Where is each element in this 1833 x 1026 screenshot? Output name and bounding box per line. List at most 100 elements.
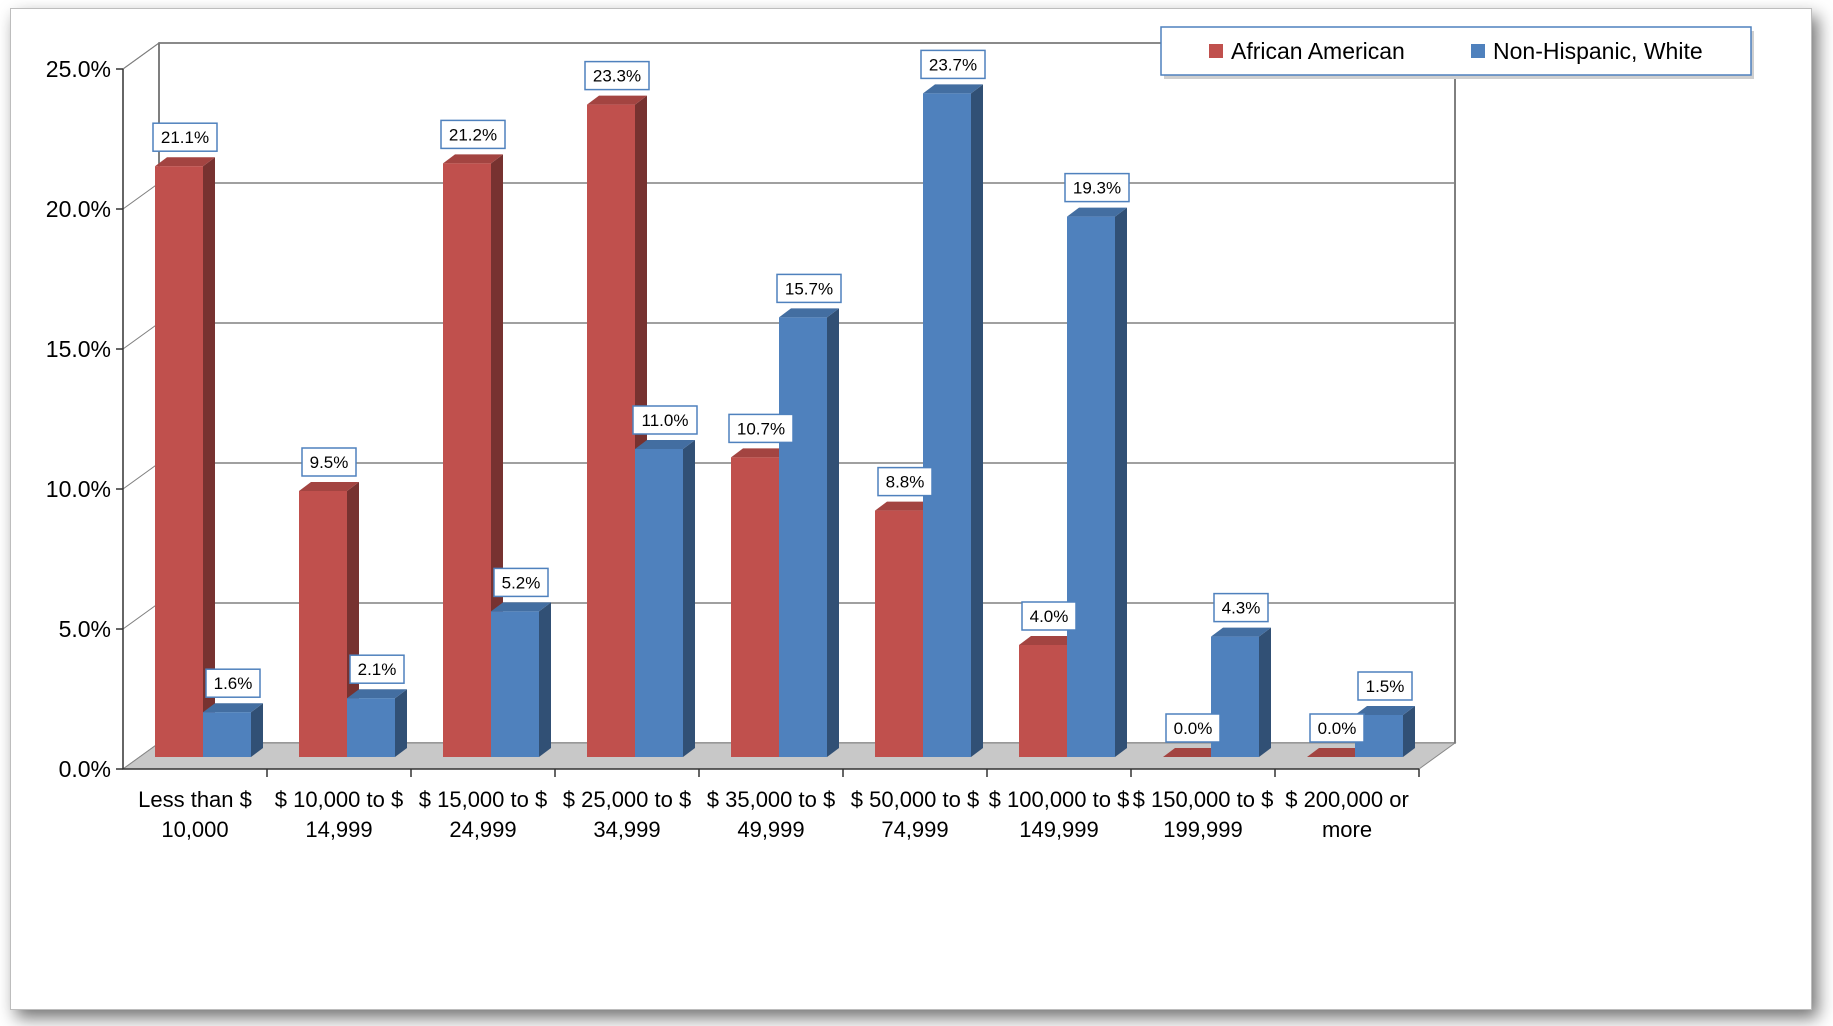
x-tick-label: 49,999: [737, 817, 804, 842]
bar-top: [923, 84, 983, 94]
bar: [347, 689, 407, 757]
legend-box: [1160, 26, 1752, 76]
x-tick-label: $ 150,000 to $: [1133, 787, 1274, 812]
x-tick-label: more: [1322, 817, 1372, 842]
data-label-text: 1.6%: [214, 674, 253, 693]
data-label-text: 23.7%: [929, 55, 977, 74]
data-label: 8.8%: [877, 466, 933, 497]
data-label: 0.0%: [1165, 713, 1221, 743]
data-label: 23.3%: [584, 60, 650, 91]
bar-top: [443, 154, 503, 164]
chart-frame: 21.1% 1.6% 9.5% 2.1% 21.2% 5.2% 23.3% 11.0% 10.7…: [10, 8, 1812, 1010]
y-tick-label: 20.0%: [46, 196, 111, 222]
data-label-box: [1309, 713, 1365, 743]
data-label-text: 0.0%: [1174, 719, 1213, 738]
bar-side: [203, 157, 215, 757]
data-label-text: 8.8%: [886, 473, 925, 492]
x-tick-label: Less than $: [138, 787, 252, 812]
x-tick-label: 199,999: [1163, 817, 1243, 842]
x-tick-label: 14,999: [305, 817, 372, 842]
x-tick-label: $ 100,000 to $: [989, 787, 1130, 812]
x-tick-label: $ 15,000 to $: [419, 787, 547, 812]
x-tick-label: $ 35,000 to $: [707, 787, 835, 812]
x-tick-label: $ 10,000 to $: [275, 787, 403, 812]
bar: [635, 440, 695, 757]
bar-top: [731, 448, 791, 458]
x-tick-label: 34,999: [593, 817, 660, 842]
gridline-side: [122, 602, 160, 630]
data-label-box: [877, 466, 933, 497]
bar-top: [155, 157, 215, 167]
data-label: 10.7%: [728, 413, 794, 444]
bar: [1067, 207, 1127, 758]
x-tick-label: 149,999: [1019, 817, 1099, 842]
data-label-box: [1213, 592, 1269, 623]
y-tick-label: 15.0%: [46, 336, 111, 362]
data-label: 1.5%: [1357, 671, 1413, 701]
data-label-text: 11.0%: [642, 411, 689, 430]
bar-side: [683, 440, 695, 757]
bar-front: [203, 712, 251, 757]
data-label-text: 4.0%: [1030, 607, 1069, 626]
bar-top: [1163, 748, 1223, 757]
bar-front: [299, 491, 347, 757]
data-label-box: [349, 654, 405, 684]
data-labels: 21.1% 1.6% 9.5% 2.1% 21.2% 5.2% 23.3% 11.0% 10.7…: [152, 49, 1413, 743]
data-label-text: 15.7%: [785, 279, 833, 298]
bar: [1163, 748, 1223, 757]
data-label-box: [493, 567, 549, 598]
bar: [1211, 627, 1271, 757]
bar-side: [1259, 627, 1271, 757]
bar-front: [923, 93, 971, 757]
y-tick-label: 0.0%: [59, 756, 111, 782]
data-label: 15.7%: [776, 273, 842, 304]
data-label-box: [584, 60, 650, 91]
data-label-box: [1357, 671, 1413, 701]
data-label: 1.6%: [205, 668, 261, 698]
data-label-box: [440, 119, 506, 150]
bar: [299, 482, 359, 757]
data-label: 21.2%: [440, 119, 506, 150]
x-tick-label: $ 200,000 or: [1285, 787, 1409, 812]
legend: African American Non-Hispanic, White: [1160, 26, 1754, 79]
bar-side: [395, 689, 407, 757]
x-tick-label: $ 25,000 to $: [563, 787, 691, 812]
bars: [155, 84, 1415, 758]
data-label-box: [152, 122, 218, 152]
data-label-box: [632, 405, 698, 435]
data-label-box: [776, 273, 842, 304]
data-label: 4.0%: [1021, 601, 1077, 631]
bar-top: [1067, 207, 1127, 217]
bar-top: [347, 689, 407, 699]
bar-side: [1115, 207, 1127, 758]
bar: [155, 157, 215, 757]
bar-front: [587, 104, 635, 758]
data-label-box: [920, 49, 986, 80]
axes: 0.0% 5.0% 10.0% 15.0% 20.0% 25.0% Less than $ 1…: [46, 56, 1420, 842]
bar-side: [347, 482, 359, 757]
data-label-text: 9.5%: [310, 453, 349, 472]
bar-front: [155, 166, 203, 757]
bar-side: [539, 602, 551, 757]
data-label: 21.1%: [152, 122, 218, 152]
data-label-text: 23.3%: [593, 67, 641, 86]
bar-front: [875, 510, 923, 757]
bar: [1307, 748, 1367, 757]
x-tick-label: 24,999: [449, 817, 516, 842]
bar: [923, 84, 983, 757]
y-tick-label: 10.0%: [46, 476, 111, 502]
data-label-text: 4.3%: [1222, 599, 1261, 618]
bar-side: [251, 703, 263, 757]
legend-swatch: [1209, 44, 1223, 58]
data-label-text: 19.3%: [1073, 179, 1121, 198]
data-label-text: 0.0%: [1318, 719, 1357, 738]
bar-front: [347, 698, 395, 757]
bar-top: [491, 602, 551, 612]
bar-top: [1355, 706, 1415, 715]
data-label: 5.2%: [493, 567, 549, 598]
bar-side: [1403, 706, 1415, 757]
data-label-text: 1.5%: [1366, 677, 1405, 696]
data-label-box: [1165, 713, 1221, 743]
bar-top: [1211, 627, 1271, 637]
y-tick-label: 25.0%: [46, 56, 111, 82]
